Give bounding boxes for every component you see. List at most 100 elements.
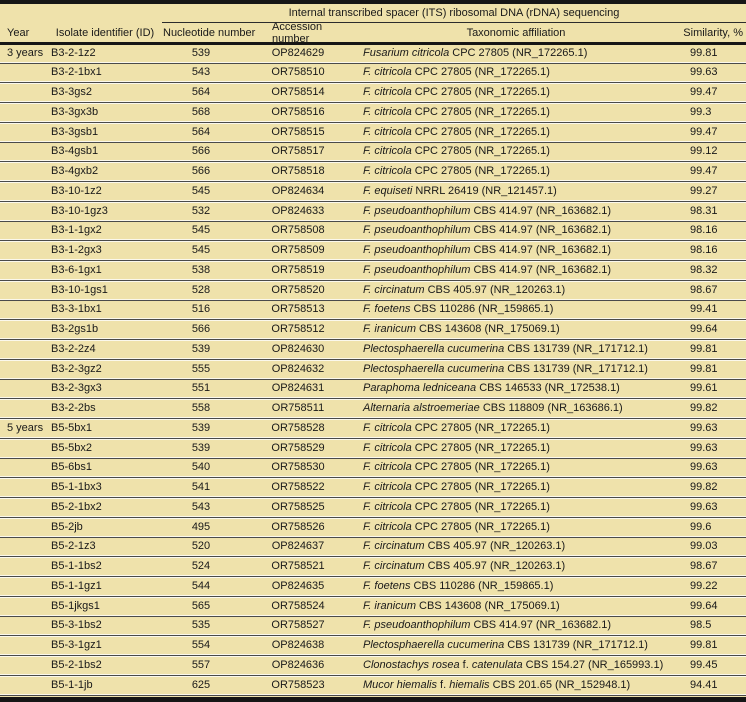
taxon-strain-roman: CBS 414.97 (NR_163682.1) [470,263,612,276]
cell-accession-number: OR758512 [271,323,325,336]
cell-nucleotide-number: 545 [191,244,211,257]
cell-similarity: 99.3 [690,105,712,118]
cell-similarity: 99.81 [690,362,718,375]
cell-accession-number: OP824634 [271,184,325,197]
cell-accession-number: OP824630 [271,342,325,355]
cell-year [0,380,48,400]
cell-isolate-id: B3-3-1bx1 [51,303,102,316]
cell-taxonomic-affiliation: F. pseudoanthophilum CBS 414.97 (NR_1636… [358,262,674,282]
cell-taxonomic-affiliation: F. pseudoanthophilum CBS 414.97 (NR_1636… [358,242,674,262]
cell-year [0,301,48,321]
cell-year [0,361,48,381]
taxon-strain-roman: CBS 405.97 (NR_120263.1) [424,540,566,553]
cell-accession-number: OR758508 [271,224,325,237]
cell-accession-number: OR758509 [271,244,325,257]
cell-isolate-id: B5-2jb [51,520,83,533]
taxon-strain-roman: CBS 131739 (NR_171712.1) [504,342,648,355]
taxon-strain-roman: CPC 27805 (NR_172265.1) [411,66,550,79]
cell-accession-number: OR758520 [271,283,325,296]
cell-taxonomic-affiliation: Mucor hiemalis f. hiemalis CBS 201.65 (N… [358,677,674,697]
table-row: B5-1jkgs1 565 OR758524 F. iranicum CBS 1436… [0,597,746,618]
cell-accession-number: OR758518 [271,165,325,178]
table-row: B5-3-1bs2 535 OR758527 F. pseudoanthophilum… [0,617,746,638]
cell-nucleotide-number: 555 [191,362,211,375]
cell-year [0,242,48,262]
cell-nucleotide-number: 543 [191,66,211,79]
cell-isolate-id: B3-2-1z2 [51,46,96,59]
cell-isolate-id: B3-1-2gx3 [51,244,102,257]
cell-taxonomic-affiliation: F. citricola CPC 27805 (NR_172265.1) [358,459,674,479]
cell-taxonomic-affiliation: F. citricola CPC 27805 (NR_172265.1) [358,84,674,104]
cell-taxonomic-affiliation: F. citricola CPC 27805 (NR_172265.1) [358,124,674,144]
spanning-header: Internal transcribed spacer (ITS) riboso… [162,5,746,23]
cell-similarity: 99.47 [690,86,718,99]
taxon-name-italic: F. pseudoanthophilum [363,263,471,276]
cell-accession-number: OR758525 [271,500,325,513]
cell-isolate-id: B5-5bx1 [51,421,92,434]
cell-similarity: 99.81 [690,342,718,355]
cell-accession-number: OR758511 [271,402,325,415]
cell-nucleotide-number: 544 [191,579,211,592]
cell-taxonomic-affiliation: F. citricola CPC 27805 (NR_172265.1) [358,104,674,124]
taxon-strain-roman: CPC 27805 (NR_172265.1) [411,481,550,494]
taxon-name-italic: F. citricola [363,165,412,178]
taxon-name-italic: Alternaria alstroemeriae [363,402,480,415]
table-row: B5-1-1bx3 541 OR758522 F. citricola CPC 278… [0,479,746,499]
cell-accession-number: OP824631 [271,382,325,395]
cell-isolate-id: B3-3gs2 [51,86,92,99]
cell-isolate-id: B5-5bx2 [51,441,92,454]
cell-accession-number: OR758529 [271,441,325,454]
cell-isolate-id: B3-3gx3b [51,105,99,118]
taxon-name-italic: F. circinatum [363,540,425,553]
cell-isolate-id: B3-2-2z4 [51,342,96,355]
cell-taxonomic-affiliation: Plectosphaerella cucumerina CBS 131739 (… [358,637,674,657]
table-row: 3 years B3-2-1z2 539 OP824629 Fusarium citri… [0,44,746,65]
cell-isolate-id: B5-1jkgs1 [51,599,100,612]
cell-similarity: 99.22 [690,579,718,592]
table-row: B3-2-3gz2 555 OP824632 Plectosphaerella cuc… [0,360,746,381]
taxon-name-italic: F. citricola [363,105,412,118]
taxon-name-italic: F. iranicum [363,599,416,612]
column-header-taxonomic-affiliation: Taxonomic affiliation [466,26,566,39]
taxon-name-italic: hiemalis [449,678,490,691]
cell-year [0,222,48,242]
table-row: B3-2-1bx1 543 OR758510 F. citricola CPC 278… [0,64,746,85]
cell-year [0,84,48,104]
cell-year [0,499,48,519]
taxon-name-italic: Clonostachys rosea [363,658,460,671]
table-row: B3-10-1z2 545 OP824634 F. equiseti NRRL 264… [0,182,746,203]
taxon-name-italic: F. citricola [363,500,412,513]
taxon-name-italic: F. iranicum [363,323,416,336]
table-row: B5-3-1gz1 554 OP824638 Plectosphaerella cuc… [0,637,746,657]
table-row: B5-2-1bx2 543 OR758525 F. citricola CPC 278… [0,498,746,519]
cell-taxonomic-affiliation: F. citricola CPC 27805 (NR_172265.1) [358,420,674,440]
cell-nucleotide-number: 539 [191,441,211,454]
cell-taxonomic-affiliation: F. circinatum CBS 405.97 (NR_120263.1) [358,538,674,558]
cell-year [0,262,48,282]
cell-taxonomic-affiliation: F. citricola CPC 27805 (NR_172265.1) [358,143,674,163]
taxon-name-italic: F. foetens [363,579,411,592]
cell-nucleotide-number: 564 [191,86,211,99]
table-row: B3-4gxb2 566 OR758518 F. citricola CPC 2780… [0,163,746,183]
table-top-rule [0,0,746,4]
cell-accession-number: OR758517 [271,145,325,158]
table-row: B5-1-1jb 625 OR758523 Mucor hiemalis f. hie… [0,676,746,697]
cell-accession-number: OR758513 [271,303,325,316]
taxon-strain-roman: NRRL 26419 (NR_121457.1) [412,184,557,197]
cell-year [0,282,48,302]
cell-similarity: 99.27 [690,184,718,197]
table-row: B3-3-1bx1 516 OR758513 F. foetens CBS 11028… [0,301,746,322]
cell-isolate-id: B3-2gs1b [51,323,99,336]
cell-similarity: 99.41 [690,303,718,316]
taxon-strain-roman: CPC 27805 (NR_172265.1) [411,520,550,533]
taxon-strain-roman: CBS 405.97 (NR_120263.1) [424,560,566,573]
cell-similarity: 99.03 [690,540,718,553]
cell-isolate-id: B5-3-1gz1 [51,639,102,652]
cell-similarity: 99.64 [690,599,718,612]
table-row: B3-4gsb1 566 OR758517 F. citricola CPC 2780… [0,143,746,164]
cell-similarity: 98.67 [690,560,718,573]
cell-similarity: 99.81 [690,639,718,652]
cell-taxonomic-affiliation: F. foetens CBS 110286 (NR_159865.1) [358,301,674,321]
cell-year [0,183,48,203]
cell-isolate-id: B3-3gsb1 [51,125,99,138]
